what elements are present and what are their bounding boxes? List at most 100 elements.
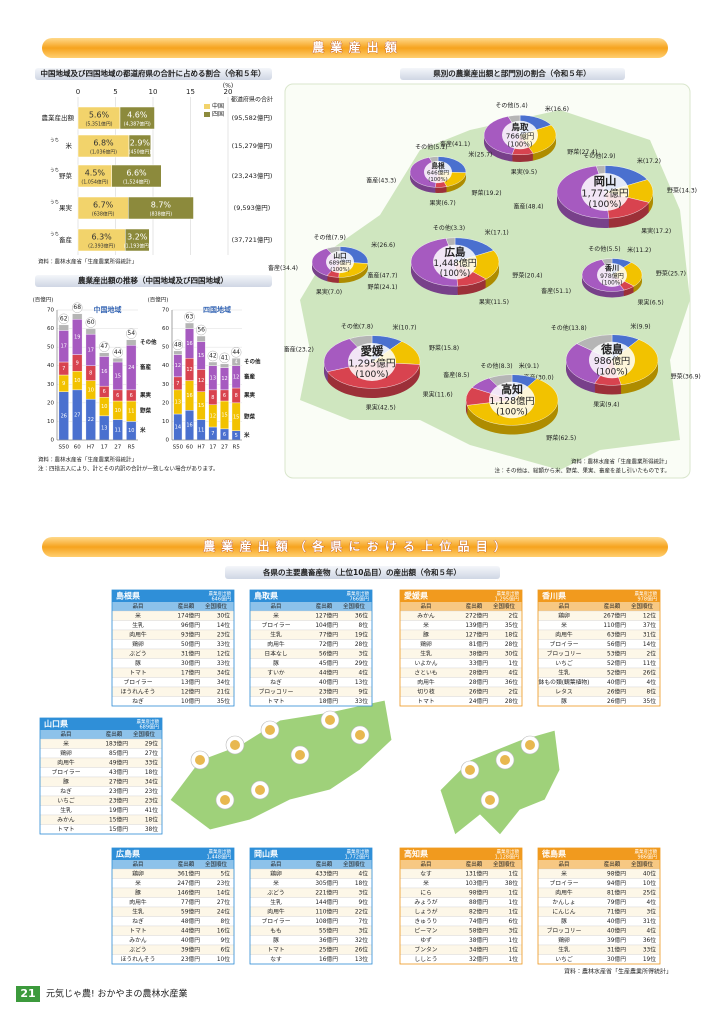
table-total: 1,295億円 xyxy=(495,596,519,603)
pie-title: 山口 xyxy=(333,251,346,260)
bar-segment xyxy=(112,358,123,363)
slice-value: (42.5) xyxy=(378,404,396,411)
table-row xyxy=(249,897,373,908)
pie-title: 香川 xyxy=(604,264,619,273)
table-border xyxy=(249,847,373,965)
bar-segment xyxy=(185,322,194,329)
cell-rank: 18位 xyxy=(145,768,158,776)
pie-slice xyxy=(611,262,643,287)
cell-amount: 139億円 xyxy=(465,621,488,629)
cell-amount: 96億円 xyxy=(181,621,200,629)
bar-segment xyxy=(208,361,218,366)
bar-segment xyxy=(173,350,183,355)
table-row xyxy=(399,868,523,879)
cell-rank: 3位 xyxy=(359,888,369,896)
cell-amount: 33億円 xyxy=(469,659,488,667)
slice-label: 米(26.6) xyxy=(371,240,395,248)
section-title: 農業産出額の推移（中国地域及び四国地域） xyxy=(78,275,228,285)
legend-label: 四国 xyxy=(212,111,224,118)
table-total-label: 農業産出額 xyxy=(635,848,658,855)
table-row xyxy=(111,887,235,898)
pie-total: 986億円 xyxy=(594,355,630,367)
table-row xyxy=(399,629,523,640)
table-pref: 徳島県 xyxy=(541,849,566,859)
slice-label: その他(8.3) xyxy=(480,361,512,369)
cell-rank: 6位 xyxy=(509,917,519,925)
product-icon-dot xyxy=(465,765,475,775)
cell-item: ぶどう xyxy=(267,888,284,896)
x-tick-label: S50 xyxy=(59,445,70,451)
segment-label: 6 xyxy=(116,393,119,399)
slice-label: その他(5.5) xyxy=(588,244,620,252)
cell-item: にんじん xyxy=(552,908,575,915)
slice-label: 果実(9.5) xyxy=(511,167,537,175)
slice-value: (11.5) xyxy=(491,298,509,305)
cell-item: ブロッコリー xyxy=(547,926,582,934)
pie-center xyxy=(489,381,535,419)
table-total-label: 農業産出額 xyxy=(635,590,658,597)
total-label: 60 xyxy=(87,319,95,326)
cell-rank: 25位 xyxy=(643,888,656,896)
cell-amount: 40億円 xyxy=(607,678,626,686)
table-col-header xyxy=(538,860,660,869)
segment-label: 11 xyxy=(128,409,134,415)
cell-item: ブロイラー xyxy=(550,879,579,887)
slice-category: 米 xyxy=(371,240,377,248)
segment-label: 14 xyxy=(175,425,181,431)
slice-category: 米 xyxy=(545,105,551,113)
pie-share: (100%) xyxy=(440,268,470,278)
slice-value: (47.7) xyxy=(379,272,397,279)
table-pref: 山口県 xyxy=(44,719,68,729)
cell-item: ブロイラー xyxy=(262,917,291,925)
slice-label: 野菜(36.9) xyxy=(671,372,701,380)
cell-rank: 23位 xyxy=(217,879,230,887)
segment-label: 12 xyxy=(221,376,227,382)
pie-slice xyxy=(454,250,500,280)
segment-label: 6 xyxy=(223,393,226,399)
cell-item: 米 xyxy=(561,621,567,629)
cell-rank: 4位 xyxy=(359,668,369,676)
y-tick-label: 40 xyxy=(47,363,54,369)
table-header xyxy=(40,718,162,730)
cell-amount: 36億円 xyxy=(319,936,338,944)
cell-rank: 34位 xyxy=(217,668,230,676)
pie-total: 1,295億円 xyxy=(348,357,395,370)
slice-category: 米 xyxy=(630,322,636,330)
cell-rank: 18位 xyxy=(145,815,158,823)
cell-rank: 1位 xyxy=(509,955,519,963)
col-header: 品目 xyxy=(420,861,431,868)
cell-rank: 26位 xyxy=(355,945,368,953)
pie-title: 岡山 xyxy=(594,174,617,188)
table-row xyxy=(399,887,523,898)
table-total: 978億円 xyxy=(637,596,657,603)
slice-category: その他 xyxy=(551,323,569,331)
amount-label: (1,036億円) xyxy=(90,149,117,156)
cell-rank: 14位 xyxy=(217,621,230,629)
pie-share: (100%) xyxy=(588,200,621,210)
cell-item: 日本なし xyxy=(264,649,287,657)
cell-item: 生乳 xyxy=(558,945,570,953)
amount-label: (838億円) xyxy=(150,211,173,218)
cell-amount: 110億円 xyxy=(315,907,338,915)
cell-rank: 28位 xyxy=(505,640,518,648)
cell-amount: 267億円 xyxy=(603,611,626,619)
table-row xyxy=(249,610,373,621)
cell-item: いちご xyxy=(57,796,75,804)
slice-value: (11.2) xyxy=(633,247,651,254)
page-number-box xyxy=(16,986,40,1002)
slice-label: 米(25.7) xyxy=(468,150,492,158)
cell-amount: 45億円 xyxy=(319,659,338,667)
cell-rank: 2位 xyxy=(509,611,519,619)
col-header: 産出額 xyxy=(604,860,621,868)
table-total-label: 農業産出額 xyxy=(347,848,370,855)
table-row xyxy=(537,620,661,631)
cell-rank: 36位 xyxy=(505,678,518,686)
cell-item: みかん xyxy=(57,816,75,823)
pie-share: (100%) xyxy=(428,177,447,183)
cell-rank: 7位 xyxy=(359,917,369,925)
cell-item: 米 xyxy=(273,879,279,887)
cell-item: いちご xyxy=(555,955,573,963)
